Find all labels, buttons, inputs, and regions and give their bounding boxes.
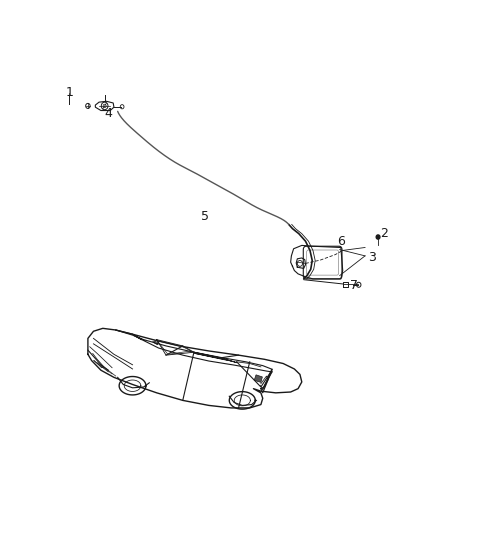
Text: 5: 5: [201, 209, 209, 222]
Text: 2: 2: [380, 227, 387, 240]
Text: 3: 3: [369, 251, 376, 264]
Circle shape: [376, 235, 380, 239]
Text: 6: 6: [337, 234, 345, 248]
Text: 7: 7: [350, 279, 358, 292]
Text: 4: 4: [105, 107, 112, 120]
Text: 1: 1: [65, 86, 73, 99]
Polygon shape: [254, 375, 263, 382]
